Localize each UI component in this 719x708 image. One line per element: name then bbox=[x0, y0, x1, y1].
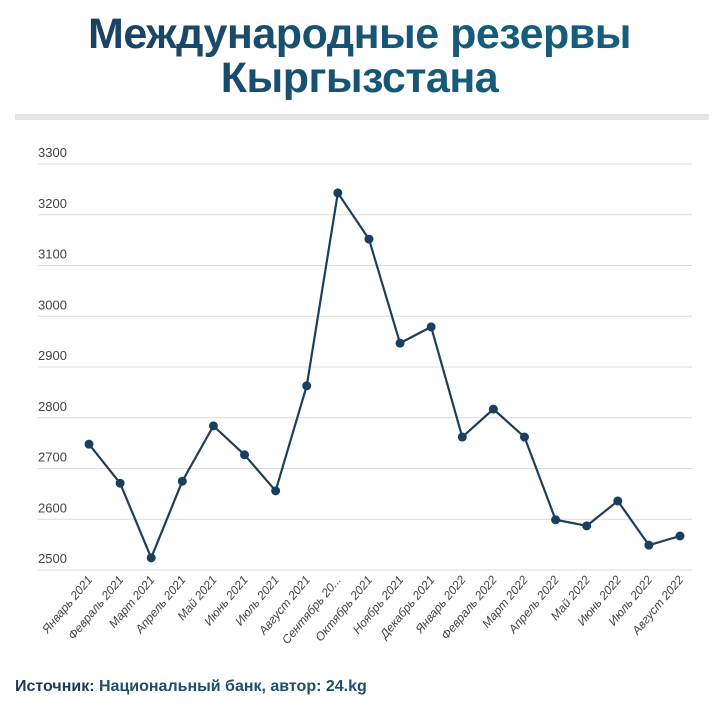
source-footer: Источник: Национальный банк, автор: 24.k… bbox=[15, 678, 367, 696]
data-point bbox=[551, 515, 561, 525]
data-point bbox=[519, 432, 529, 442]
data-point bbox=[84, 439, 94, 449]
data-point bbox=[644, 540, 654, 550]
data-point bbox=[613, 496, 623, 506]
data-point bbox=[115, 478, 125, 488]
y-tick-label: 2800 bbox=[38, 399, 67, 414]
data-point bbox=[364, 234, 374, 244]
data-point bbox=[208, 421, 218, 431]
data-point bbox=[177, 476, 187, 486]
data-point bbox=[675, 531, 685, 541]
line-chart: 250026002700280029003000310032003300Янва… bbox=[38, 145, 692, 647]
y-tick-label: 3100 bbox=[38, 247, 67, 262]
data-point bbox=[395, 338, 405, 348]
series-line bbox=[88, 191, 681, 559]
data-point bbox=[146, 553, 156, 563]
data-point bbox=[488, 404, 498, 414]
y-tick-label: 3300 bbox=[38, 145, 67, 160]
data-point bbox=[302, 381, 312, 391]
data-point bbox=[271, 486, 281, 496]
y-tick-label: 2700 bbox=[38, 450, 67, 465]
y-tick-label: 2600 bbox=[38, 500, 67, 515]
y-tick-label: 3000 bbox=[38, 297, 67, 312]
source-text: Национальный банк, автор: 24.kg bbox=[98, 678, 367, 695]
source-label: Источник: bbox=[15, 678, 95, 695]
title-divider bbox=[15, 114, 709, 120]
y-tick-label: 2900 bbox=[38, 348, 67, 363]
data-point bbox=[426, 322, 436, 332]
data-point bbox=[457, 432, 467, 442]
y-tick-label: 3200 bbox=[38, 196, 67, 211]
data-point bbox=[333, 188, 343, 198]
data-point bbox=[240, 450, 250, 460]
data-point bbox=[582, 521, 592, 531]
y-tick-label: 2500 bbox=[38, 551, 67, 566]
